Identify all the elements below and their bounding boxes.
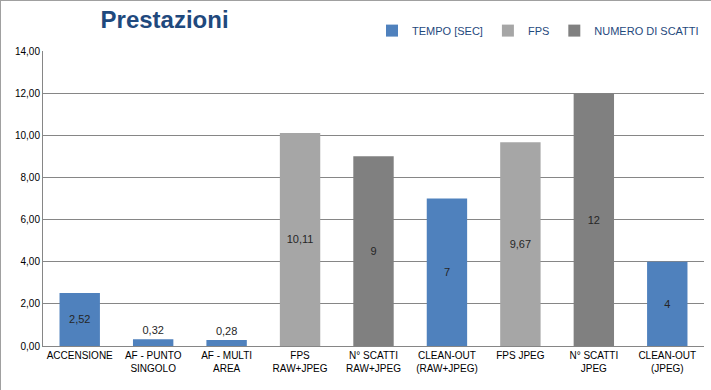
svg-text:9,67: 9,67 [510, 238, 531, 250]
svg-text:0,28: 0,28 [216, 325, 237, 337]
svg-text:N° SCATTIRAW+JPEG: N° SCATTIRAW+JPEG [346, 350, 401, 374]
svg-text:N° SCATTIJPEG: N° SCATTIJPEG [569, 350, 618, 374]
svg-text:CLEAN-OUT(JPEG): CLEAN-OUT(JPEG) [638, 350, 696, 374]
svg-text:NUMERO DI SCATTI: NUMERO DI SCATTI [594, 25, 698, 37]
svg-text:2,52: 2,52 [69, 313, 90, 325]
svg-text:ACCENSIONE: ACCENSIONE [47, 350, 113, 361]
svg-text:0,00: 0,00 [21, 341, 41, 352]
svg-text:FPS JPEG: FPS JPEG [496, 350, 545, 361]
svg-text:10,11: 10,11 [287, 233, 314, 245]
svg-text:12: 12 [588, 214, 600, 226]
svg-text:Prestazioni: Prestazioni [101, 6, 229, 33]
svg-text:2,00: 2,00 [21, 298, 41, 309]
svg-text:4,00: 4,00 [21, 256, 41, 267]
svg-text:AF - MULTIAREA: AF - MULTIAREA [201, 350, 252, 374]
svg-text:9: 9 [370, 245, 376, 257]
svg-text:10,00: 10,00 [15, 130, 40, 141]
svg-text:14,00: 14,00 [15, 46, 40, 57]
svg-text:FPS: FPS [528, 25, 549, 37]
svg-text:4: 4 [664, 298, 670, 310]
svg-text:CLEAN-OUT(RAW+JPEG): CLEAN-OUT(RAW+JPEG) [416, 350, 478, 374]
svg-text:7: 7 [444, 266, 450, 278]
svg-text:0,32: 0,32 [142, 324, 163, 336]
svg-text:TEMPO [SEC]: TEMPO [SEC] [412, 25, 483, 37]
svg-text:8,00: 8,00 [21, 172, 41, 183]
svg-text:12,00: 12,00 [15, 88, 40, 99]
svg-text:AF - PUNTOSINGOLO: AF - PUNTOSINGOLO [125, 350, 182, 374]
svg-text:FPSRAW+JPEG: FPSRAW+JPEG [273, 350, 328, 374]
svg-text:6,00: 6,00 [21, 214, 41, 225]
